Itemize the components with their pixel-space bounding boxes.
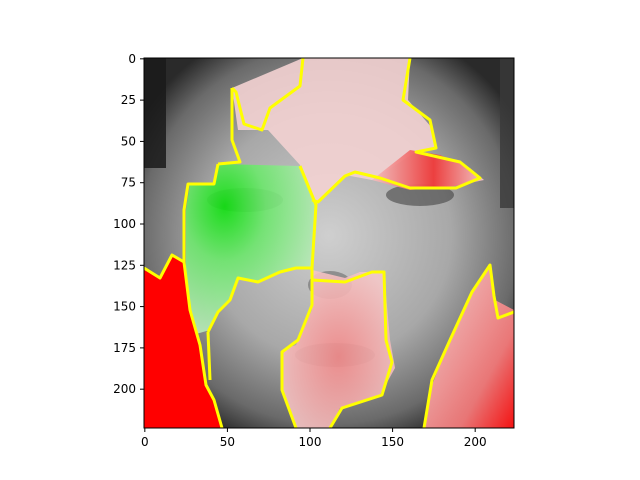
x-tick-label: 50 (220, 435, 235, 449)
x-axis: 0 50 100 150 200 (141, 428, 487, 449)
x-tick-label: 200 (464, 435, 487, 449)
y-tick-label: 125 (113, 258, 136, 272)
forehead-pink-region (232, 58, 435, 205)
mouth-pink-region (282, 270, 395, 428)
y-tick-label: 200 (113, 382, 136, 396)
right-cheek-red-region (424, 265, 514, 428)
y-tick-label: 150 (113, 300, 136, 314)
y-tick-label: 25 (121, 93, 136, 107)
left-cheek-red-region (144, 255, 222, 428)
y-tick-label: 0 (128, 52, 136, 66)
y-axis: 0 25 50 75 100 125 150 175 200 (113, 52, 144, 396)
segment-boundaries (144, 58, 514, 428)
x-tick-label: 100 (299, 435, 322, 449)
x-tick-label: 150 (381, 435, 404, 449)
y-tick-label: 100 (113, 217, 136, 231)
x-tick-label: 0 (141, 435, 149, 449)
axes-frame (143, 57, 515, 429)
y-tick-label: 50 (121, 134, 136, 148)
face-heatmap-image (144, 58, 514, 428)
brow-red-region (372, 150, 484, 190)
y-tick-label: 175 (113, 341, 136, 355)
green-region (186, 164, 315, 334)
y-tick-label: 75 (121, 176, 136, 190)
